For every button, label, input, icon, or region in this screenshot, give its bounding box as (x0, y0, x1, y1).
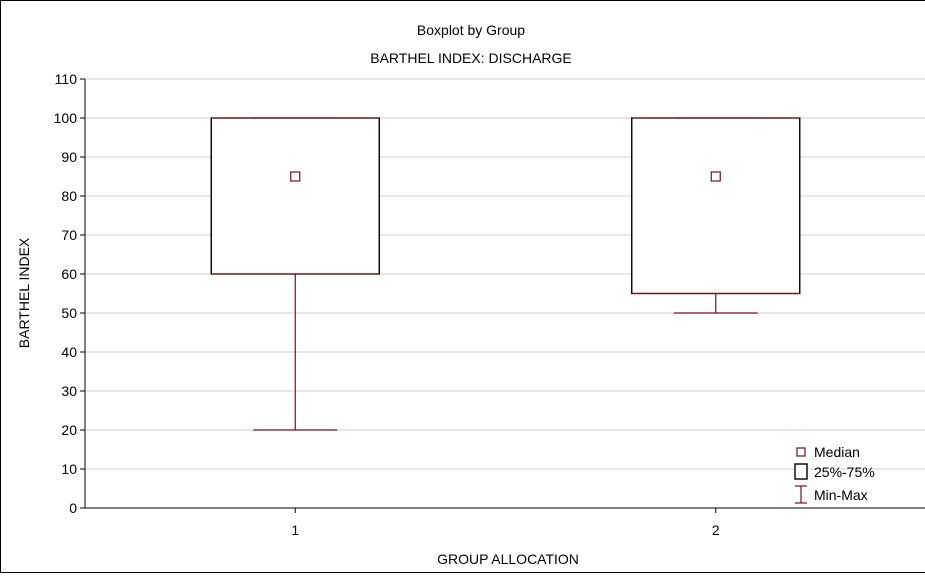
boxes (210, 117, 801, 431)
legend: Median 25%-75% Min-Max (794, 444, 875, 504)
legend-median-marker (796, 447, 806, 457)
y-tick-label: 100 (54, 110, 78, 126)
x-tick-label: 1 (291, 522, 299, 538)
y-tick-label: 80 (61, 188, 77, 204)
y-axis-label: BARTHEL INDEX (16, 237, 32, 348)
x-tick-label: 2 (712, 522, 720, 538)
legend-range-marker (795, 485, 807, 504)
y-tick-label: 20 (61, 422, 77, 438)
median-marker (290, 171, 301, 182)
y-tick-label: 50 (61, 305, 77, 321)
legend-median-label: Median (814, 444, 860, 460)
legend-range-label: Min-Max (814, 487, 868, 503)
axes (84, 79, 925, 509)
y-tick-label: 110 (55, 71, 78, 87)
y-tick-label: 30 (61, 383, 77, 399)
chart-title: Boxplot by Group (417, 22, 525, 38)
y-tick-label: 60 (61, 266, 77, 282)
chart-subtitle: BARTHEL INDEX: DISCHARGE (370, 50, 572, 66)
iqr-box (631, 117, 801, 295)
legend-box-marker (794, 463, 808, 480)
iqr-box (210, 117, 380, 275)
x-axis-label: GROUP ALLOCATION (437, 551, 579, 567)
legend-box-label: 25%-75% (814, 464, 875, 480)
y-tick-label: 40 (61, 344, 77, 360)
y-tick-label: 0 (69, 500, 77, 516)
y-tick-label: 10 (61, 461, 77, 477)
y-tick-label: 70 (61, 227, 77, 243)
y-tick-label: 90 (61, 149, 77, 165)
y-ticks: 0 10 20 30 40 50 60 70 80 90 100 110 (54, 71, 85, 516)
median-marker (710, 171, 721, 182)
